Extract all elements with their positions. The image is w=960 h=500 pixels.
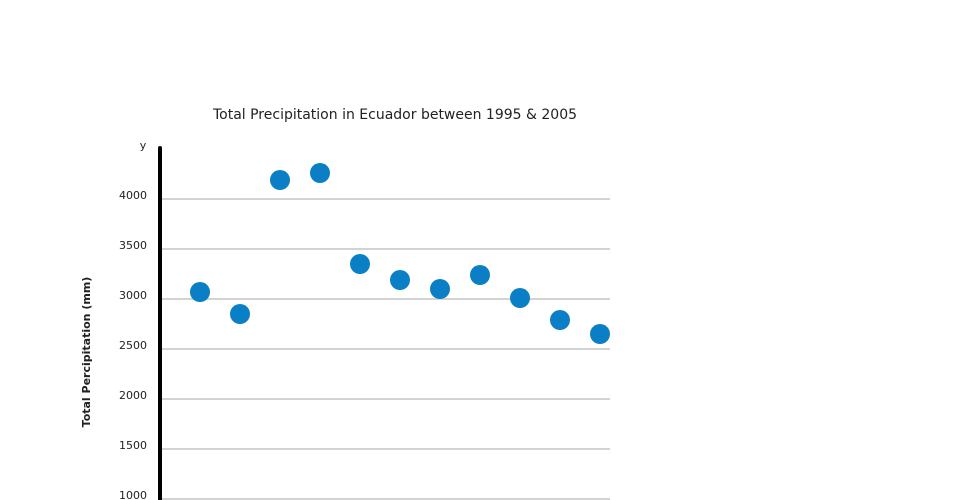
- point: [310, 163, 330, 183]
- y-axis-label: Total Percipitation (mm): [80, 277, 93, 428]
- chart-title: Total Precipitation in Ecuador between 1…: [212, 107, 577, 123]
- y-axis-title: y: [140, 139, 147, 152]
- point: [550, 310, 570, 330]
- point: [390, 270, 410, 290]
- point: [510, 288, 530, 308]
- point: [230, 304, 250, 324]
- y-tick-label: 3000: [119, 289, 147, 302]
- point: [270, 170, 290, 190]
- y-tick-label: 2000: [119, 389, 147, 402]
- y-tick-label: 1000: [119, 489, 147, 500]
- point: [350, 254, 370, 274]
- point: [190, 282, 210, 302]
- point: [590, 324, 610, 344]
- y-tick-label: 1500: [119, 439, 147, 452]
- point: [430, 279, 450, 299]
- y-tick-label: 3500: [119, 239, 147, 252]
- y-tick-label: 2500: [119, 339, 147, 352]
- point: [470, 265, 490, 285]
- y-tick-label: 4000: [119, 189, 147, 202]
